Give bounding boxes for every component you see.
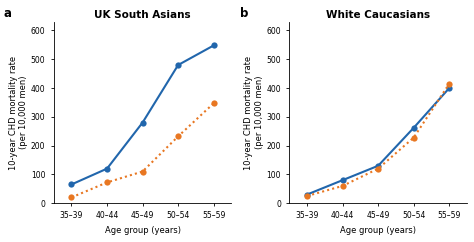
X-axis label: Age group (years): Age group (years): [105, 226, 181, 235]
Text: a: a: [4, 7, 12, 20]
Y-axis label: 10-year CHD mortality rate
(per 10,000 men): 10-year CHD mortality rate (per 10,000 m…: [9, 55, 28, 170]
X-axis label: Age group (years): Age group (years): [340, 226, 416, 235]
Title: White Caucasians: White Caucasians: [326, 10, 430, 20]
Y-axis label: 10-year CHD mortality rate
(per 10,000 men): 10-year CHD mortality rate (per 10,000 m…: [244, 55, 264, 170]
Title: UK South Asians: UK South Asians: [94, 10, 191, 20]
Text: b: b: [239, 7, 248, 20]
